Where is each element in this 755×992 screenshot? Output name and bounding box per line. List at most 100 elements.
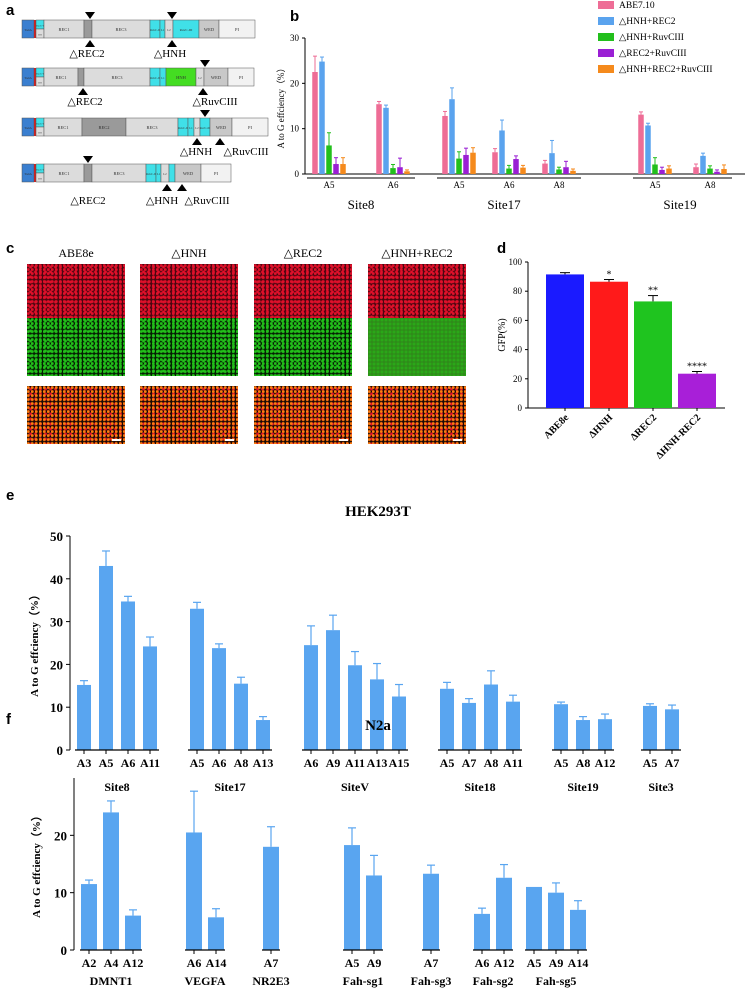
group-label: NR2E3 [252, 974, 289, 988]
group-label: Site17 [487, 197, 521, 212]
pi-domain-label: PI [248, 125, 253, 130]
bar [186, 832, 202, 950]
y-tick-label: 100 [509, 257, 523, 267]
wed-domain-label: WED [183, 171, 194, 176]
x-tick-label: A14 [568, 956, 589, 970]
x-tick-label: A5 [527, 956, 542, 970]
pi-domain-label: PI [214, 171, 219, 176]
microscopy-red-channel [27, 264, 125, 322]
x-tick-label: A6 [504, 180, 515, 190]
scale-bar [112, 439, 121, 441]
microscopy-merge [27, 386, 125, 444]
x-tick-label: A13 [253, 756, 274, 770]
bar [103, 812, 119, 950]
rec2-deleted-stub [77, 67, 85, 87]
bh-domain-label: BH [38, 178, 42, 181]
bar [499, 130, 505, 174]
bar [340, 164, 346, 174]
x-tick-label: A5 [554, 756, 569, 770]
bar [397, 167, 403, 174]
pi-domain [218, 19, 256, 39]
group-label: Site19 [567, 780, 598, 794]
rec3-domain-label: REC3 [111, 75, 123, 80]
rec2-deleted-stub [83, 19, 93, 39]
bar [506, 168, 512, 174]
y-axis-label: GFP(%) [497, 318, 508, 351]
panel-b-chart: 0 10 20 30 A to G effciency（%） A5 A6 Site8 A5 A6 A… [276, 1, 745, 212]
y-tick-label: 0 [57, 743, 64, 758]
y-tick-label: 50 [50, 529, 63, 544]
group-label: Site19 [663, 197, 696, 212]
y-tick-label: 0 [518, 403, 523, 413]
bar [256, 720, 270, 750]
x-tick-label: A3 [77, 756, 92, 770]
x-tick-label: A7 [665, 756, 680, 770]
bar [390, 168, 396, 174]
bar [652, 164, 658, 174]
microscopy-column-label: △REC2 [283, 246, 323, 260]
microscopy-column-label: △HNH [171, 246, 207, 260]
l1-domain-label: L1 [157, 172, 161, 176]
panel-letter-e: e [6, 487, 15, 504]
bar [474, 913, 490, 950]
microscopy-green-channel [140, 318, 238, 376]
bar [548, 892, 564, 950]
bar [462, 702, 476, 750]
y-axis-label: A to G effciency（%） [276, 63, 286, 148]
x-tick-label: ABE8e [542, 412, 571, 441]
deletion-marker [200, 60, 210, 67]
bar [526, 886, 542, 950]
bar [666, 168, 672, 174]
scale-bar [339, 439, 348, 441]
y-tick-label: 0 [295, 169, 300, 179]
group-label: SiteV [341, 780, 369, 794]
x-tick-label: A11 [503, 756, 523, 770]
l2-domain-label: L2 [163, 172, 167, 176]
legend-label: ABE7.10 [619, 1, 655, 11]
bar [319, 61, 325, 174]
pi-domain [231, 117, 269, 137]
legend-swatch [598, 33, 614, 41]
deletion-marker [200, 110, 210, 117]
bar [721, 169, 727, 174]
scale-bar [225, 439, 234, 441]
linker-mark [34, 20, 36, 38]
bar [449, 99, 455, 174]
bar [326, 630, 340, 750]
ruvc1-domain-label: RuvC-I [36, 25, 44, 28]
bar [423, 873, 439, 950]
bar [549, 153, 555, 174]
ruvc1-domain-label: RuvC-I [36, 73, 44, 76]
deletion-marker [167, 12, 177, 19]
y-tick-label: 10 [50, 700, 63, 715]
tada-domain-label: TadA [24, 126, 32, 130]
rec3-domain-label: REC3 [113, 171, 125, 176]
bar [570, 909, 586, 950]
group-label: VEGFA [184, 974, 225, 988]
ruvc3-stub [168, 163, 176, 183]
y-tick-label: 20 [50, 657, 63, 672]
x-tick-label: A8 [554, 180, 565, 190]
bar [576, 720, 590, 750]
rec1-domain-label: REC1 [57, 125, 68, 130]
deletion-marker [83, 156, 93, 163]
deletion-marker [192, 138, 202, 145]
bar [492, 152, 498, 174]
x-tick-label: A6 [187, 956, 202, 970]
x-tick-label: A5 [643, 756, 658, 770]
panel-letter-d: d [497, 240, 507, 257]
pi-domain [200, 163, 232, 183]
bar [707, 168, 713, 174]
ruvc2-domain-label: RuvC-II [146, 172, 156, 176]
l2-domain-label: L2 [195, 126, 199, 130]
bar [496, 877, 512, 950]
y-tick-label: 30 [290, 33, 300, 43]
legend-label: △REC2+RuvCIII [619, 49, 687, 59]
ruvc2-domain-label: RuvC-II [150, 76, 160, 80]
deletion-label: △HNH [154, 48, 186, 60]
linker-mark [34, 164, 36, 182]
group-label: Site3 [648, 780, 673, 794]
x-tick-label: A5 [190, 756, 205, 770]
x-tick-label: A5 [440, 756, 455, 770]
